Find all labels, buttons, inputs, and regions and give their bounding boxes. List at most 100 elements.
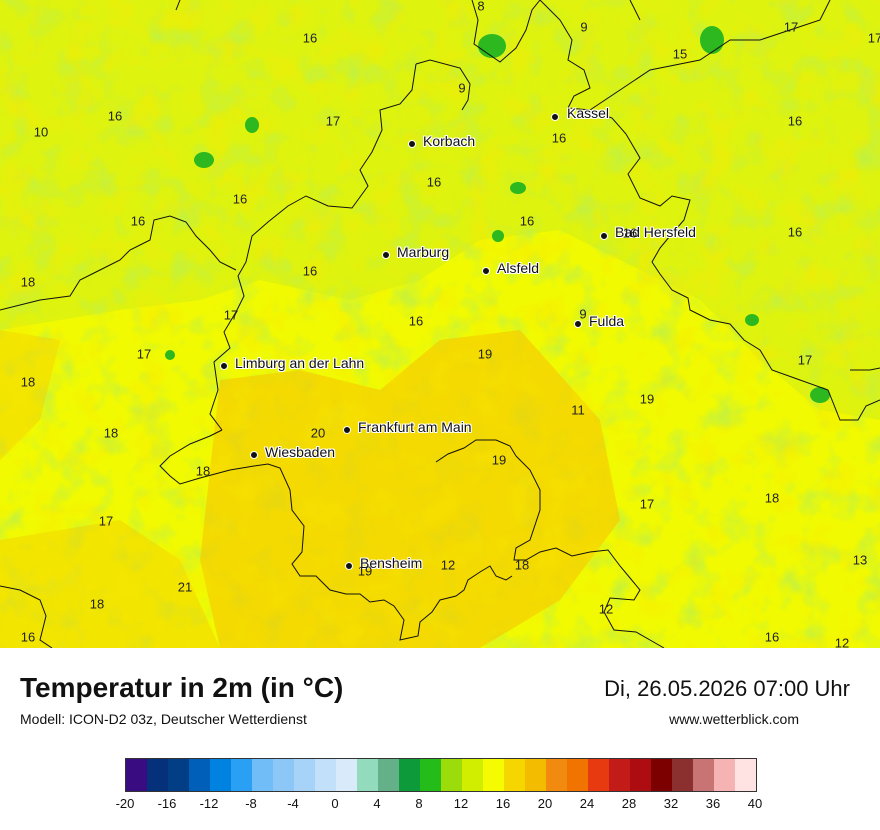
kassel-marker <box>551 113 559 121</box>
city-label-wiesbaden: Wiesbaden <box>265 444 336 460</box>
city-label-marburg: Marburg <box>397 244 450 260</box>
temperature-value: 18 <box>195 463 211 479</box>
scale-tick-label: -16 <box>157 796 177 811</box>
website-link[interactable]: www.wetterblick.com <box>669 711 799 727</box>
temperature-value: 19 <box>357 563 373 579</box>
color-swatch <box>525 759 546 791</box>
color-swatch <box>588 759 609 791</box>
city-label-bensheim: Bensheim <box>360 555 423 571</box>
temperature-value: 19 <box>491 452 507 468</box>
fulda-marker <box>574 320 582 328</box>
temperature-value: 16 <box>551 130 567 146</box>
temperature-value: 18 <box>20 274 36 290</box>
scale-tick-label: 12 <box>453 796 469 811</box>
color-swatch <box>273 759 294 791</box>
temperature-value: 16 <box>622 225 638 241</box>
temperature-value: 19 <box>477 346 493 362</box>
temperature-value: 21 <box>177 579 193 595</box>
limburg-marker <box>220 362 228 370</box>
bad-hersfeld-marker <box>600 232 608 240</box>
temperature-value: 16 <box>787 224 803 240</box>
temperature-value: 16 <box>787 113 803 129</box>
map-background <box>0 0 880 648</box>
temperature-value: 18 <box>514 557 530 573</box>
temperature-value: 17 <box>639 496 655 512</box>
color-swatch <box>147 759 168 791</box>
color-swatch <box>651 759 672 791</box>
temperature-value: 12 <box>834 635 850 649</box>
temperature-value: 12 <box>440 557 456 573</box>
temperature-value: 9 <box>579 306 587 322</box>
scale-tick-label: -12 <box>199 796 219 811</box>
city-label-korbach: Korbach <box>423 133 476 149</box>
color-swatch <box>714 759 735 791</box>
temperature-value: 15 <box>672 46 688 62</box>
temperature-value: 9 <box>580 19 588 35</box>
color-swatch <box>126 759 147 791</box>
temperature-map[interactable]: Kassel Korbach Marburg Alsfeld Bad Hersfeld F… <box>0 0 880 648</box>
temperature-value: 17 <box>325 113 341 129</box>
city-label-fulda: Fulda <box>589 313 625 329</box>
temperature-value: 16 <box>302 263 318 279</box>
color-swatch <box>630 759 651 791</box>
scale-tick-label: -4 <box>287 796 299 811</box>
scale-tick-label: 36 <box>705 796 721 811</box>
color-swatch <box>210 759 231 791</box>
model-caption: Modell: ICON-D2 03z, Deutscher Wetterdie… <box>20 711 307 727</box>
color-swatch <box>693 759 714 791</box>
color-swatch <box>735 759 756 791</box>
scale-tick-label: 24 <box>579 796 595 811</box>
color-swatch <box>546 759 567 791</box>
frankfurt-marker <box>343 426 351 434</box>
color-swatch <box>399 759 420 791</box>
temperature-value: 17 <box>136 346 152 362</box>
color-swatch <box>168 759 189 791</box>
temperature-value: 18 <box>20 374 36 390</box>
wiesbaden-marker <box>250 451 258 459</box>
color-swatch <box>336 759 357 791</box>
color-swatch <box>378 759 399 791</box>
temperature-value: 11 <box>571 402 585 418</box>
color-swatch <box>294 759 315 791</box>
map-title: Temperatur in 2m (in °C) <box>20 672 344 703</box>
alsfeld-marker <box>482 267 490 275</box>
color-swatch <box>567 759 588 791</box>
warm-noise <box>0 0 880 648</box>
state-borders <box>0 0 880 648</box>
scale-tick-label: 40 <box>747 796 763 811</box>
color-swatch <box>420 759 441 791</box>
scale-tick-label: 28 <box>621 796 637 811</box>
temperature-value: 20 <box>310 425 326 441</box>
scale-tick-label: 16 <box>495 796 511 811</box>
temperature-value: 17 <box>867 30 880 46</box>
temperature-value: 8 <box>477 0 485 14</box>
city-label-frankfurt: Frankfurt am Main <box>358 419 472 435</box>
city-label-alsfeld: Alsfeld <box>497 260 540 276</box>
city-label-limburg: Limburg an der Lahn <box>235 355 365 371</box>
temperature-value: 12 <box>598 601 614 617</box>
scale-tick-label: 4 <box>373 796 381 811</box>
forecast-date: Di, 26.05.2026 07:00 Uhr <box>604 676 850 701</box>
temperature-value: 16 <box>408 313 424 329</box>
temperature-value: 16 <box>426 174 442 190</box>
temperature-value: 18 <box>103 425 119 441</box>
temperature-value: 13 <box>852 552 868 568</box>
temperature-value: 17 <box>783 19 799 35</box>
scale-tick-label: -8 <box>245 796 257 811</box>
cool-patches <box>165 26 830 403</box>
color-swatch <box>441 759 462 791</box>
city-label-bad-hersfeld: Bad Hersfeld <box>615 224 696 240</box>
color-swatch <box>231 759 252 791</box>
scale-tick-label: 8 <box>415 796 423 811</box>
scale-tick-label: 0 <box>331 796 339 811</box>
color-swatch <box>609 759 630 791</box>
color-swatch <box>252 759 273 791</box>
scale-tick-label: 32 <box>663 796 679 811</box>
color-swatch <box>462 759 483 791</box>
color-swatch <box>315 759 336 791</box>
color-swatch <box>504 759 525 791</box>
temperature-value: 18 <box>89 596 105 612</box>
temperature-value: 9 <box>458 80 466 96</box>
scale-tick-label: 20 <box>537 796 553 811</box>
color-scale <box>125 758 757 792</box>
